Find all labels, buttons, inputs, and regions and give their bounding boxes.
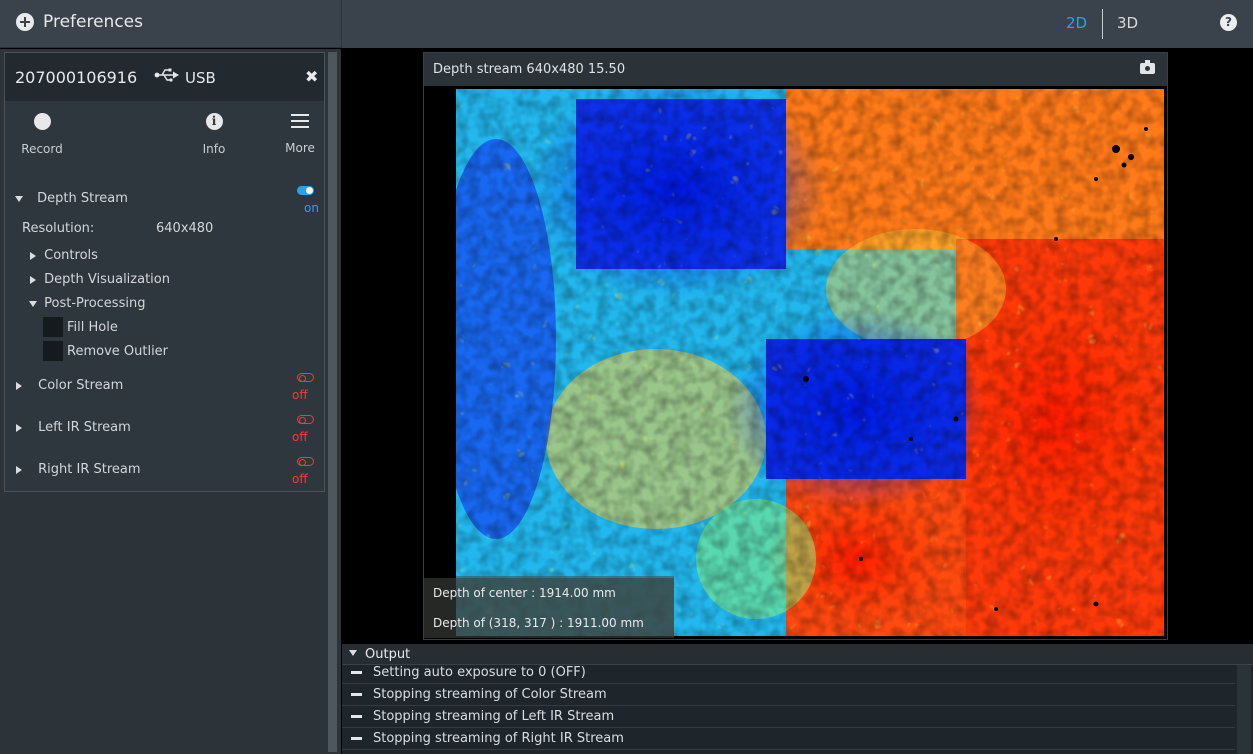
info-icon: i xyxy=(205,113,223,130)
color-stream-label: Color Stream xyxy=(38,378,124,393)
section-depth-visualization-label: Depth Visualization xyxy=(44,272,170,287)
output-line: Stopping streaming of Right IR Stream xyxy=(342,728,1235,750)
output-line-text: Setting auto exposure to 0 (OFF) xyxy=(373,665,586,680)
chevron-right-icon xyxy=(16,465,22,474)
record-button[interactable]: Record xyxy=(17,113,67,156)
view-3d-button[interactable]: 3D xyxy=(1117,14,1139,32)
output-line-text: Stopping streaming of Color Stream xyxy=(373,687,607,702)
output-line: Stopping streaming of Color Stream xyxy=(342,684,1235,706)
resolution-label: Resolution: xyxy=(22,221,95,236)
preferences-button[interactable]: Preferences xyxy=(16,12,143,32)
more-button[interactable]: More xyxy=(277,113,323,155)
depth-stream-toggle[interactable] xyxy=(297,186,314,195)
viewer-header: 2D 3D ? xyxy=(341,0,1253,48)
dash-icon xyxy=(351,715,362,718)
record-icon xyxy=(33,113,51,130)
device-header: 207000106916 USB ✖ xyxy=(5,53,324,101)
color-stream-toggle[interactable] xyxy=(297,373,314,382)
info-button[interactable]: i Info xyxy=(191,113,237,156)
section-controls-label: Controls xyxy=(44,248,98,263)
plus-circle-icon xyxy=(16,13,34,31)
preferences-label: Preferences xyxy=(43,12,143,32)
resolution-value[interactable]: 640x480 xyxy=(156,221,214,236)
color-stream-state: off xyxy=(292,388,308,402)
view-divider xyxy=(1102,9,1103,39)
chevron-down-icon xyxy=(29,300,37,307)
chevron-right-icon xyxy=(30,275,36,284)
right-ir-stream-toggle[interactable] xyxy=(297,457,314,466)
fill-hole-label: Fill Hole xyxy=(67,320,118,335)
camera-icon[interactable] xyxy=(1140,60,1155,74)
left-ir-stream-state: off xyxy=(292,430,308,444)
depth-image[interactable] xyxy=(456,89,1164,636)
output-title: Output xyxy=(365,647,411,662)
device-serial: 207000106916 xyxy=(15,68,138,87)
chevron-right-icon xyxy=(16,423,22,432)
output-line: Setting auto exposure to 0 (OFF) xyxy=(342,662,1235,684)
connection-label: USB xyxy=(185,69,216,87)
dash-icon xyxy=(351,671,362,674)
sidebar-header: Preferences xyxy=(0,0,341,48)
fill-hole-checkbox[interactable] xyxy=(43,317,63,337)
output-header[interactable]: Output xyxy=(342,644,1253,665)
right-ir-stream-state: off xyxy=(292,472,308,486)
left-ir-stream-toggle[interactable] xyxy=(297,415,314,424)
menu-icon xyxy=(291,113,309,129)
depth-stream-label: Depth Stream xyxy=(37,191,128,206)
resolution-row: Resolution: xyxy=(22,221,94,236)
output-line-text: Stopping streaming of Left IR Stream xyxy=(373,709,615,724)
point-depth-readout: Depth of (318, 317 ) : 1911.00 mm xyxy=(424,608,674,638)
color-stream-header[interactable]: Color Stream xyxy=(16,378,123,393)
usb-icon xyxy=(154,68,179,82)
chevron-down-icon xyxy=(349,650,357,656)
depth-stream-header[interactable]: Depth Stream xyxy=(15,191,128,206)
close-icon[interactable]: ✖ xyxy=(305,67,319,86)
remove-outlier-label: Remove Outlier xyxy=(67,344,169,359)
section-post-processing-label: Post-Processing xyxy=(44,296,146,311)
output-panel: Output Setting auto exposure to 0 (OFF) … xyxy=(342,644,1253,754)
section-depth-visualization[interactable]: Depth Visualization xyxy=(30,272,170,287)
chevron-right-icon xyxy=(16,381,22,390)
depth-stream-state: on xyxy=(304,201,319,215)
right-ir-stream-header[interactable]: Right IR Stream xyxy=(16,462,141,477)
depth-viewer: Depth stream 640x480 15.50 xyxy=(423,52,1168,640)
chevron-down-icon xyxy=(15,195,23,202)
view-2d-button[interactable]: 2D xyxy=(1066,14,1088,32)
viewer-titlebar: Depth stream 640x480 15.50 xyxy=(424,53,1167,86)
left-ir-stream-label: Left IR Stream xyxy=(38,420,131,435)
question-circle-icon[interactable]: ? xyxy=(1220,14,1237,31)
section-post-processing[interactable]: Post-Processing xyxy=(29,296,145,311)
section-controls[interactable]: Controls xyxy=(30,248,98,263)
info-label: Info xyxy=(202,142,226,156)
record-label: Record xyxy=(21,142,63,156)
dash-icon xyxy=(351,693,362,696)
device-panel: 207000106916 USB ✖ Record i Info More De… xyxy=(4,52,325,492)
dash-icon xyxy=(351,737,362,740)
output-line: Stopping streaming of Left IR Stream xyxy=(342,706,1235,728)
chevron-right-icon xyxy=(30,251,36,260)
output-scrollbar[interactable] xyxy=(1237,665,1251,754)
remove-outlier-checkbox[interactable] xyxy=(43,341,63,361)
viewer-title: Depth stream 640x480 15.50 xyxy=(433,62,626,77)
right-ir-stream-label: Right IR Stream xyxy=(38,462,141,477)
more-label: More xyxy=(285,141,315,155)
center-depth-readout: Depth of center : 1914.00 mm xyxy=(424,578,674,608)
left-ir-stream-header[interactable]: Left IR Stream xyxy=(16,420,131,435)
sidebar-scrollbar[interactable] xyxy=(328,52,337,752)
output-line-text: Stopping streaming of Right IR Stream xyxy=(373,731,624,746)
